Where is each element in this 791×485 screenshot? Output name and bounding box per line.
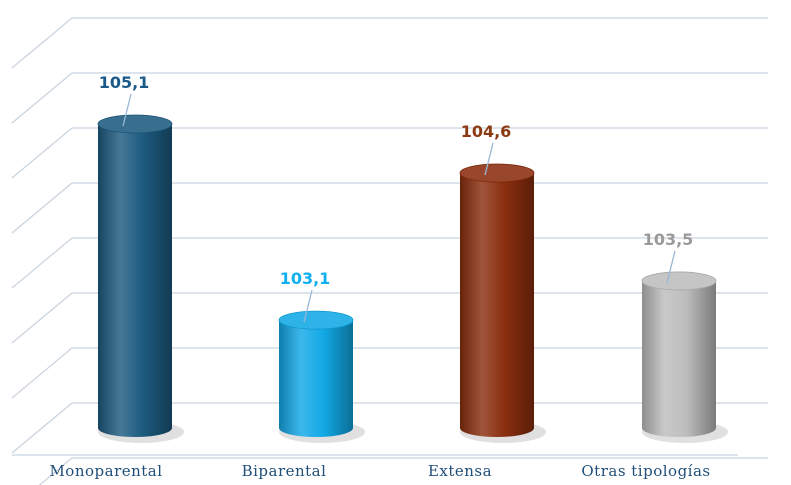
- category-label: Monoparental: [49, 462, 162, 480]
- data-label: 105,1: [99, 73, 150, 92]
- gridline-wall: [11, 182, 73, 234]
- gridline-wall: [38, 457, 73, 485]
- category-label: Biparental: [242, 462, 327, 480]
- data-label: 103,1: [280, 269, 331, 288]
- gridline-wall: [11, 17, 73, 69]
- bar-top: [459, 163, 535, 183]
- bar-monoparental: [98, 124, 172, 438]
- bar-extensa: [460, 173, 534, 438]
- category-label: Extensa: [428, 462, 492, 480]
- leader-line: [484, 142, 494, 176]
- bar-biparental: [279, 320, 353, 437]
- bar-otras-tipolog-as: [642, 280, 716, 437]
- leader-line: [303, 289, 313, 323]
- gridline-wall: [11, 127, 73, 179]
- gridline-wall: [11, 237, 73, 289]
- category-label: Otras tipologías: [581, 462, 710, 480]
- gridline-wall: [11, 72, 73, 124]
- bar-top: [278, 310, 354, 330]
- bar-top: [97, 114, 173, 134]
- bars-group: [97, 114, 728, 443]
- gridline-wall: [11, 347, 73, 399]
- bar-top: [641, 271, 717, 291]
- data-label: 103,5: [643, 230, 694, 249]
- data-label: 104,6: [461, 122, 512, 141]
- leader-line: [666, 250, 676, 284]
- gridline-wall: [11, 292, 73, 344]
- leader-line: [122, 93, 132, 127]
- gridline-wall: [11, 402, 73, 454]
- labels-group: 105,1 Monoparental 103,1 Biparental 104,6 Ext…: [49, 73, 710, 480]
